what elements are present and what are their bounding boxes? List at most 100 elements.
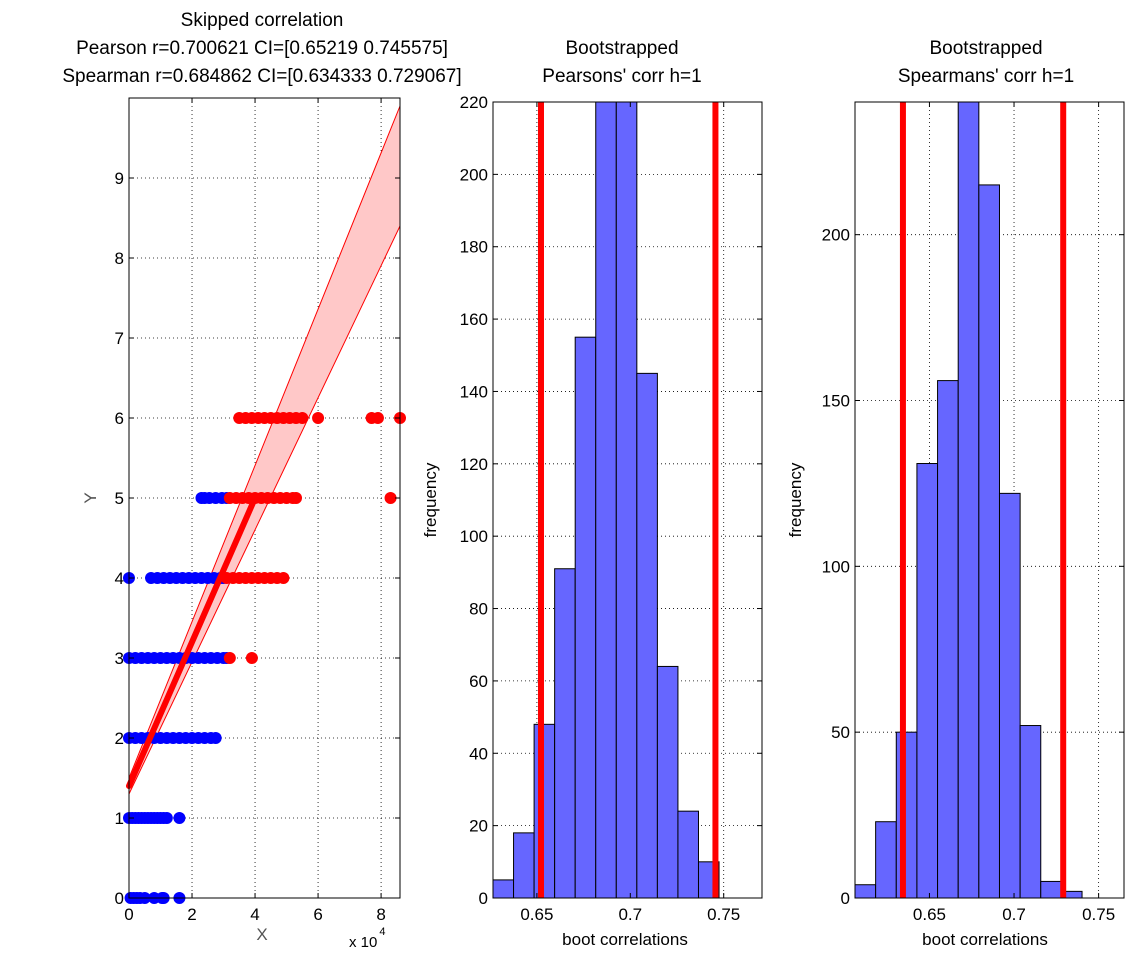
scatter-inlier-point xyxy=(173,812,186,824)
pearson-hist-ytick-label: 0 xyxy=(479,889,488,908)
spearman-hist-axes-box xyxy=(854,101,1125,899)
pearson-hist-ytick-label: 100 xyxy=(460,527,488,546)
pearson-hist-bar xyxy=(554,568,576,899)
pearson-hist-y-label: frequency xyxy=(421,462,440,537)
spearman-hist-xtick-label: 0.65 xyxy=(913,905,946,924)
spearman-histogram-panel: Bootstrapped Spearmans' corr h=1 0.65 0.7… xyxy=(786,38,1125,949)
scatter-xtick-label: 0 xyxy=(124,905,133,924)
scatter-outlier-point xyxy=(245,652,258,664)
scatter-regression-line xyxy=(126,495,259,789)
pearson-hist-ytick-label: 40 xyxy=(469,744,488,763)
pearson-hist-bar xyxy=(636,372,658,899)
pearson-hist-ytick-label: 20 xyxy=(469,817,488,836)
pearson-hist-ytick-label: 60 xyxy=(469,672,488,691)
spearman-hist-ytick-label: 150 xyxy=(822,392,850,411)
spearman-hist-bars xyxy=(854,101,1083,899)
scatter-outlier-point xyxy=(384,492,397,504)
pearson-hist-bar xyxy=(574,336,597,899)
spearman-hist-title-line-1: Bootstrapped xyxy=(929,38,1042,59)
scatter-outlier-point xyxy=(223,652,236,664)
pearson-hist-xtick-label: 0.75 xyxy=(707,905,740,924)
scatter-xtick-label: 4 xyxy=(250,905,259,924)
scatter-title-line-1: Skipped correlation xyxy=(181,10,344,31)
scatter-ytick-label: 8 xyxy=(115,249,124,268)
pearson-hist-bar xyxy=(677,810,699,899)
pearson-hist-bar xyxy=(595,101,617,899)
pearson-hist-ytick-label: 220 xyxy=(460,93,488,112)
spearman-hist-ytick-label: 200 xyxy=(822,226,850,245)
pearson-hist-ytick-label: 180 xyxy=(460,238,488,257)
scatter-xtick-label: 2 xyxy=(187,905,196,924)
scatter-ytick-label: 1 xyxy=(115,809,124,828)
scatter-ytick-label: 4 xyxy=(115,569,124,588)
spearman-hist-bar xyxy=(1040,880,1062,899)
spearman-hist-ytick-label: 50 xyxy=(831,723,850,742)
spearman-hist-bar xyxy=(978,184,1000,899)
scatter-ytick-label: 2 xyxy=(115,729,124,748)
scatter-axes-box xyxy=(128,97,401,899)
scatter-ytick-label: 7 xyxy=(115,329,124,348)
spearman-hist-ci-lines xyxy=(899,102,1067,898)
pearson-hist-ytick-label: 120 xyxy=(460,455,488,474)
scatter-x-multiplier: x 104 xyxy=(349,926,385,951)
pearson-hist-ytick-label: 160 xyxy=(460,310,488,329)
scatter-fit-line xyxy=(126,495,259,789)
spearman-hist-y-label: frequency xyxy=(786,462,805,537)
spearman-hist-bar xyxy=(957,101,980,899)
pearson-hist-title-line-2: Pearsons' corr h=1 xyxy=(542,66,701,87)
scatter-inlier-point xyxy=(160,812,173,824)
scatter-panel: Skipped correlation Pearson r=0.700621 C… xyxy=(62,10,461,951)
pearson-hist-bar xyxy=(656,665,679,899)
spearman-hist-xtick-label: 0.75 xyxy=(1082,905,1115,924)
spearman-hist-ticks: 0.65 0.7 0.75 0 50 100 150 200 xyxy=(822,102,1124,924)
pearson-histogram-panel: Bootstrapped Pearsons' corr h=1 0.65 0.7 0… xyxy=(421,38,763,949)
pearson-hist-axes-box xyxy=(492,101,763,899)
scatter-ytick-label: 3 xyxy=(115,649,124,668)
pearson-hist-ytick-label: 140 xyxy=(460,382,488,401)
pearson-hist-title-line-1: Bootstrapped xyxy=(565,38,678,59)
scatter-x-multiplier-exp: 4 xyxy=(379,926,385,938)
scatter-ytick-label: 0 xyxy=(115,889,124,908)
pearson-hist-xtick-label: 0.65 xyxy=(520,905,553,924)
pearson-hist-bar xyxy=(533,723,556,899)
spearman-hist-bar xyxy=(916,463,939,899)
spearman-hist-bar xyxy=(895,731,918,899)
pearson-hist-ytick-label: 200 xyxy=(460,165,488,184)
scatter-ytick-label: 5 xyxy=(115,489,124,508)
pearson-hist-bar xyxy=(492,879,515,899)
scatter-xtick-label: 8 xyxy=(376,905,385,924)
spearman-hist-xtick-label: 0.7 xyxy=(1002,905,1026,924)
spearman-hist-bar xyxy=(875,821,897,899)
spearman-hist-ytick-label: 0 xyxy=(841,889,850,908)
scatter-outlier-point xyxy=(277,572,290,584)
pearson-hist-bar xyxy=(513,832,535,899)
scatter-x-label: X xyxy=(256,925,267,944)
scatter-y-label: Y xyxy=(81,492,100,503)
pearson-hist-xtick-label: 0.7 xyxy=(618,905,642,924)
scatter-ticks: 0 2 4 6 8 0 1 2 3 4 5 6 7 8 9 xyxy=(115,98,400,924)
spearman-hist-ytick-label: 100 xyxy=(822,557,850,576)
scatter-outlier-point xyxy=(371,412,384,424)
scatter-x-multiplier-base: x 10 xyxy=(349,934,377,951)
pearson-hist-ci-lines xyxy=(537,102,719,898)
pearson-hist-ytick-label: 80 xyxy=(469,600,488,619)
scatter-ytick-label: 9 xyxy=(115,169,124,188)
spearman-hist-bar xyxy=(854,884,877,899)
scatter-outlier-point xyxy=(312,412,325,424)
pearson-hist-ticks: 0.65 0.7 0.75 0 20 40 60 80 100 120 140 160 180 200 22… xyxy=(460,93,762,924)
spearman-hist-bar xyxy=(998,492,1021,899)
spearman-hist-bar xyxy=(1019,725,1042,899)
pearson-hist-bars xyxy=(492,101,720,899)
pearson-hist-bar xyxy=(615,101,638,899)
pearson-hist-x-label: boot correlations xyxy=(562,930,688,949)
scatter-title-line-3: Spearman r=0.684862 CI=[0.634333 0.72906… xyxy=(62,66,461,87)
scatter-outlier-point xyxy=(290,492,303,504)
scatter-xtick-label: 6 xyxy=(313,905,322,924)
spearman-hist-x-label: boot correlations xyxy=(922,930,1048,949)
scatter-outlier-point xyxy=(296,412,309,424)
scatter-title-line-2: Pearson r=0.700621 CI=[0.65219 0.745575] xyxy=(76,38,448,59)
scatter-inlier-point xyxy=(209,732,222,744)
scatter-ytick-label: 6 xyxy=(115,409,124,428)
spearman-hist-bar xyxy=(937,380,959,899)
